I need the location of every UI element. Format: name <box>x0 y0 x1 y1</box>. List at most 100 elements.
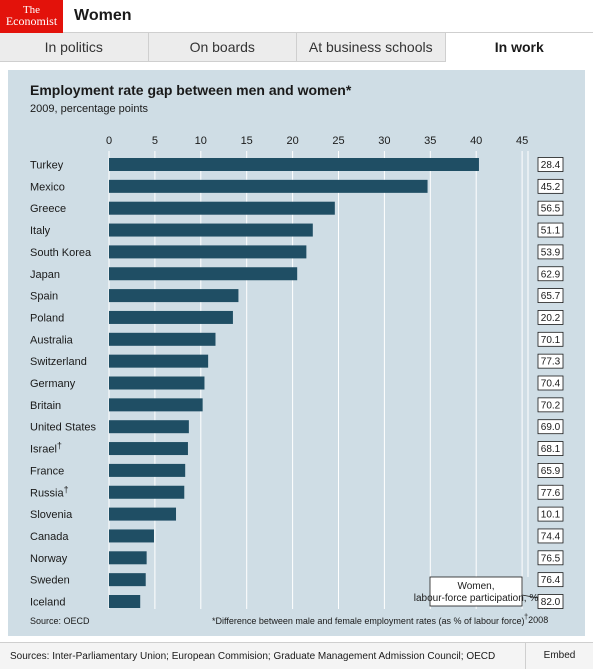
country-label: Poland <box>30 312 64 324</box>
section-title: Women <box>74 7 132 24</box>
participation-box <box>537 484 564 500</box>
participation-value: 69.0 <box>541 422 561 433</box>
participation-value: 76.4 <box>541 575 561 586</box>
tab-at-business-schools[interactable]: At business schools <box>297 33 446 62</box>
bar <box>109 201 335 215</box>
bar <box>109 245 307 259</box>
chart-title: Employment rate gap between men and wome… <box>30 82 352 98</box>
legend-connector <box>521 594 539 599</box>
bar <box>109 595 141 608</box>
country-label: Sweden <box>30 575 70 587</box>
participation-box <box>537 594 564 609</box>
participation-value: 82.0 <box>541 597 561 608</box>
x-tick-label: 5 <box>152 135 158 147</box>
country-label: United States <box>30 422 97 434</box>
bar <box>109 179 428 193</box>
participation-value: 77.3 <box>541 357 561 368</box>
participation-value: 74.4 <box>541 531 561 542</box>
participation-box <box>537 419 564 435</box>
bar <box>109 158 479 171</box>
participation-value: 45.2 <box>541 182 561 193</box>
bar <box>109 442 188 456</box>
chart-footnote: *Difference between male and female empl… <box>212 616 525 626</box>
country-label: Turkey <box>30 160 64 172</box>
x-tick-label: 25 <box>332 135 344 147</box>
country-label: Australia <box>30 334 74 346</box>
bar <box>109 420 189 434</box>
bar <box>109 332 216 346</box>
country-label: Iceland <box>30 597 65 609</box>
participation-value: 10.1 <box>541 510 561 521</box>
bar <box>109 398 203 412</box>
participation-box <box>537 200 564 216</box>
dagger-mark: † <box>64 484 69 494</box>
country-label: Mexico <box>30 181 65 193</box>
participation-box <box>537 375 564 391</box>
country-label: Switzerland <box>30 356 87 368</box>
country-label: Italy <box>30 225 51 237</box>
logo-line-1: The <box>22 4 41 16</box>
participation-box <box>537 222 564 238</box>
embed-button[interactable]: Embed <box>525 643 593 669</box>
bar <box>109 573 146 587</box>
bar <box>109 529 154 543</box>
participation-box <box>537 244 564 260</box>
x-tick-label: 35 <box>424 135 436 147</box>
participation-value: 70.2 <box>541 400 561 411</box>
logo-line-2: Economist <box>5 14 58 28</box>
tab-in-politics[interactable]: In politics <box>0 33 149 62</box>
participation-value: 20.2 <box>541 313 561 324</box>
footer-bar: Sources: Inter-Parliamentary Union; Euro… <box>0 642 593 669</box>
bar <box>109 463 186 477</box>
dagger-symbol: † <box>524 612 529 621</box>
country-label: Slovenia <box>30 509 73 521</box>
x-tick-label: 15 <box>241 135 253 147</box>
participation-value: 76.5 <box>541 553 561 564</box>
participation-box <box>537 441 564 456</box>
participation-value: 65.7 <box>541 291 561 302</box>
participation-box <box>537 266 564 282</box>
x-tick-label: 30 <box>378 135 390 147</box>
participation-value: 77.6 <box>541 488 561 499</box>
country-label: France <box>30 465 64 477</box>
country-label: Japan <box>30 269 60 281</box>
participation-legend-box <box>429 576 523 607</box>
dagger-footnote: †2008 <box>524 612 548 625</box>
bar <box>109 223 313 237</box>
bar <box>109 551 147 565</box>
participation-box <box>537 331 564 347</box>
bar <box>109 289 239 303</box>
participation-box <box>537 462 564 478</box>
participation-value: 68.1 <box>541 444 561 455</box>
country-label: Canada <box>30 531 69 543</box>
tab-in-work[interactable]: In work <box>445 33 593 62</box>
participation-box <box>537 353 564 369</box>
participation-box <box>537 506 564 522</box>
participation-box <box>537 310 564 325</box>
participation-box <box>537 288 564 304</box>
participation-box <box>537 397 564 413</box>
x-tick-label: 20 <box>286 135 298 147</box>
country-label: Germany <box>30 378 76 390</box>
footer-sources: Sources: Inter-Parliamentary Union; Euro… <box>10 651 496 662</box>
bar <box>109 485 185 499</box>
participation-value: 65.9 <box>541 466 561 477</box>
bar <box>109 507 177 521</box>
economist-logo[interactable]: The Economist <box>0 0 63 33</box>
country-label: Spain <box>30 291 58 303</box>
tab-on-boards[interactable]: On boards <box>148 33 297 62</box>
participation-box <box>537 572 564 588</box>
country-label: Greece <box>30 203 66 215</box>
x-tick-label: 0 <box>106 135 112 147</box>
x-tick-label: 40 <box>470 135 482 147</box>
bar <box>109 310 233 324</box>
participation-value: 51.1 <box>541 226 561 237</box>
participation-box <box>537 528 564 544</box>
dagger-footnote-year: 2008 <box>528 615 549 625</box>
tab-bar: In politics On boards At business school… <box>0 33 593 62</box>
bar <box>109 376 205 390</box>
country-label: South Korea <box>30 247 92 259</box>
country-label: Britain <box>30 400 61 412</box>
country-label: Israel† <box>30 441 62 456</box>
participation-value: 70.1 <box>541 335 561 346</box>
